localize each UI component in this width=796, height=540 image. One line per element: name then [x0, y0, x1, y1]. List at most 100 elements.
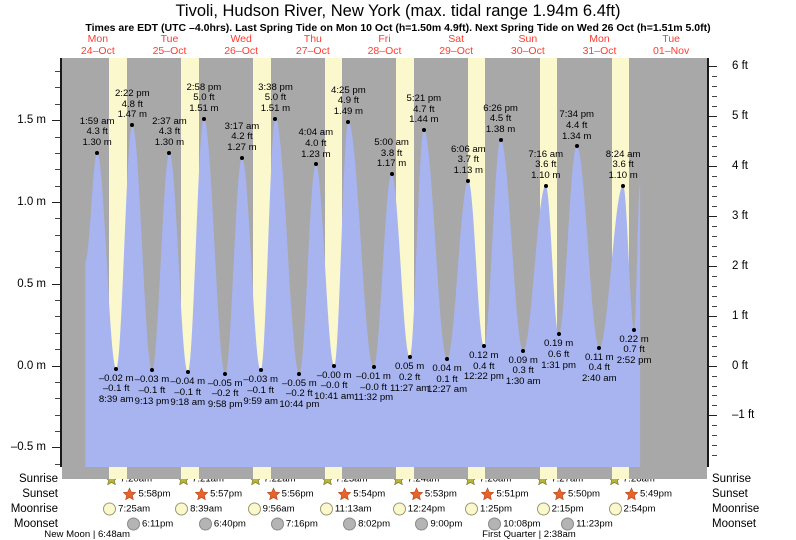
y-tick-right-minor — [712, 156, 717, 158]
high-tide-marker — [421, 127, 426, 132]
low-tide-meters: 0.04 m — [432, 363, 462, 375]
night-band-strip — [199, 467, 253, 479]
y-axis-right-label: 2 ft — [732, 259, 748, 272]
low-tide-label: 0.04 m 0.1 ft 12:27 am — [427, 363, 467, 396]
low-tide-meters: –0.05 m — [282, 377, 317, 389]
moonrise-time: 1:25pm — [479, 503, 512, 515]
low-tide-meters: 0.11 m — [584, 351, 614, 363]
y-axis-right-labels: 6 ft 5 ft 4 ft 3 ft 2 ft 1 ft 0 ft –1 ft — [709, 0, 778, 539]
night-band-strip — [127, 467, 181, 479]
low-tide-marker — [445, 357, 450, 362]
low-tide-marker — [114, 366, 119, 371]
day-date: 31–Oct — [582, 44, 617, 57]
night-band-strip — [628, 467, 707, 479]
low-tide-label: 0.11 m 0.4 ft 2:40 am — [582, 351, 617, 385]
high-tide-label: 3:17 am 4.2 ft 1.27 m — [225, 121, 260, 154]
y-tick-right-minor — [712, 455, 717, 457]
day-header-6: Sat 29–Oct — [420, 33, 492, 57]
low-tide-marker — [597, 345, 602, 350]
y-tick-left-minor — [55, 169, 60, 171]
high-tide-label: 7:16 am 3.6 ft 1.10 m — [528, 149, 563, 182]
moonrise-time: 12:24pm — [407, 503, 446, 515]
moonrise-circle-icon — [608, 502, 622, 516]
y-tick-left-minor — [55, 414, 60, 416]
low-tide-label: –0.00 m –0.0 ft 10:41 am — [314, 370, 355, 403]
y-tick-left-minor — [55, 185, 60, 187]
low-tide-feet: –0.0 ft — [320, 380, 348, 392]
day-header-5: Fri 28–Oct — [349, 33, 421, 57]
moonset-event: 6:40pm — [198, 517, 246, 531]
y-tick-right — [709, 365, 717, 367]
moonset-circle-icon — [127, 517, 140, 531]
moonset-circle-icon — [488, 517, 502, 531]
day-header-2: Tue 25–Oct — [134, 33, 206, 57]
y-axis-left-label: 1.0 m — [17, 195, 46, 208]
moon-phase-label: New Moon | 6:48am — [44, 529, 130, 540]
moonset-event: 11:23pm — [561, 517, 613, 531]
low-tide-time: 2:52 pm — [616, 354, 652, 366]
low-tide-label: 0.22 m 0.7 ft 2:52 pm — [616, 334, 652, 367]
day-of-week: Mon — [87, 33, 109, 45]
y-tick-right-minor — [712, 225, 717, 227]
high-tide-feet: 4.9 ft — [337, 95, 360, 107]
y-tick-left-minor — [55, 71, 60, 73]
high-tide-feet: 3.6 ft — [612, 159, 634, 171]
moonset-circle-icon — [270, 517, 284, 531]
moonset-time: 8:02pm — [358, 518, 391, 530]
y-tick-left-minor — [55, 152, 60, 154]
high-tide-feet: 5.0 ft — [193, 92, 215, 104]
day-date: 29–Oct — [439, 44, 474, 57]
y-tick-left-minor — [55, 300, 60, 302]
low-tide-label: 0.12 m 0.4 ft 12:22 pm — [464, 350, 504, 383]
sunset-star-icon — [266, 487, 280, 501]
day-band-strip — [468, 467, 486, 479]
moonset-event: 6:11pm — [127, 517, 173, 531]
day-band-strip — [324, 467, 343, 479]
moonrise-circle-icon — [392, 502, 406, 516]
low-tide-meters: –0.05 m — [207, 377, 243, 389]
y-tick-right-minor — [712, 295, 717, 297]
high-tide-label: 3:38 pm 5.0 ft 1.51 m — [258, 82, 293, 115]
y-tick-right-minor — [712, 435, 717, 437]
high-tide-marker — [466, 178, 471, 183]
low-tide-time: 1:31 pm — [541, 359, 576, 371]
high-tide-meters: 1.49 m — [333, 105, 364, 117]
y-axis-right-label: 4 ft — [732, 160, 748, 173]
low-tide-time: 10:41 am — [314, 390, 355, 402]
sunset-event: 5:58pm — [123, 487, 171, 501]
sunset-star-icon — [481, 487, 495, 501]
day-header-1: Mon 24–Oct — [62, 33, 134, 57]
night-band — [628, 58, 707, 467]
high-tide-time: 2:37 am — [152, 115, 187, 127]
sunset-time: 5:58pm — [138, 488, 171, 500]
high-tide-marker — [95, 150, 100, 155]
y-axis-right-line — [707, 58, 709, 467]
moonset-circle-icon — [561, 517, 575, 531]
page-title: Tivoli, Hudson River, New York (max. tid… — [175, 2, 621, 20]
y-tick-right-minor — [712, 345, 717, 347]
moonrise-circle-icon — [319, 502, 333, 516]
sunset-star-icon — [553, 487, 567, 501]
low-tide-meters: 0.09 m — [508, 354, 538, 366]
y-tick-left-minor — [55, 267, 60, 269]
y-axis-left-labels: 1.5 m 1.0 m 0.5 m 0.0 m –0.5 m — [0, 0, 60, 539]
high-tide-feet: 3.8 ft — [380, 147, 403, 159]
low-tide-time: 9:13 pm — [134, 395, 170, 407]
moonrise-time: 8:39am — [190, 503, 223, 515]
high-tide-meters: 1.34 m — [562, 130, 592, 142]
night-band-strip — [62, 467, 110, 479]
high-tide-marker — [201, 116, 206, 121]
high-tide-meters: 1.30 m — [154, 137, 185, 149]
day-header-row: Mon 24–Oct Tue 25–Oct Wed 26–Oct Thu 27–Oct Fri 2… — [62, 33, 707, 58]
low-tide-marker — [371, 365, 376, 370]
y-tick-right-minor — [712, 205, 717, 207]
high-tide-time: 4:25 pm — [331, 84, 366, 96]
sunset-star-icon — [195, 487, 209, 501]
high-tide-meters: 1.27 m — [227, 141, 257, 153]
y-tick-left-minor — [55, 316, 60, 318]
y-tick-right-minor — [712, 76, 717, 78]
low-tide-time: 8:39 am — [98, 394, 134, 406]
moonset-event: 8:02pm — [343, 517, 391, 531]
y-tick-right-minor — [712, 176, 717, 178]
day-header-4: Thu 27–Oct — [277, 33, 349, 57]
